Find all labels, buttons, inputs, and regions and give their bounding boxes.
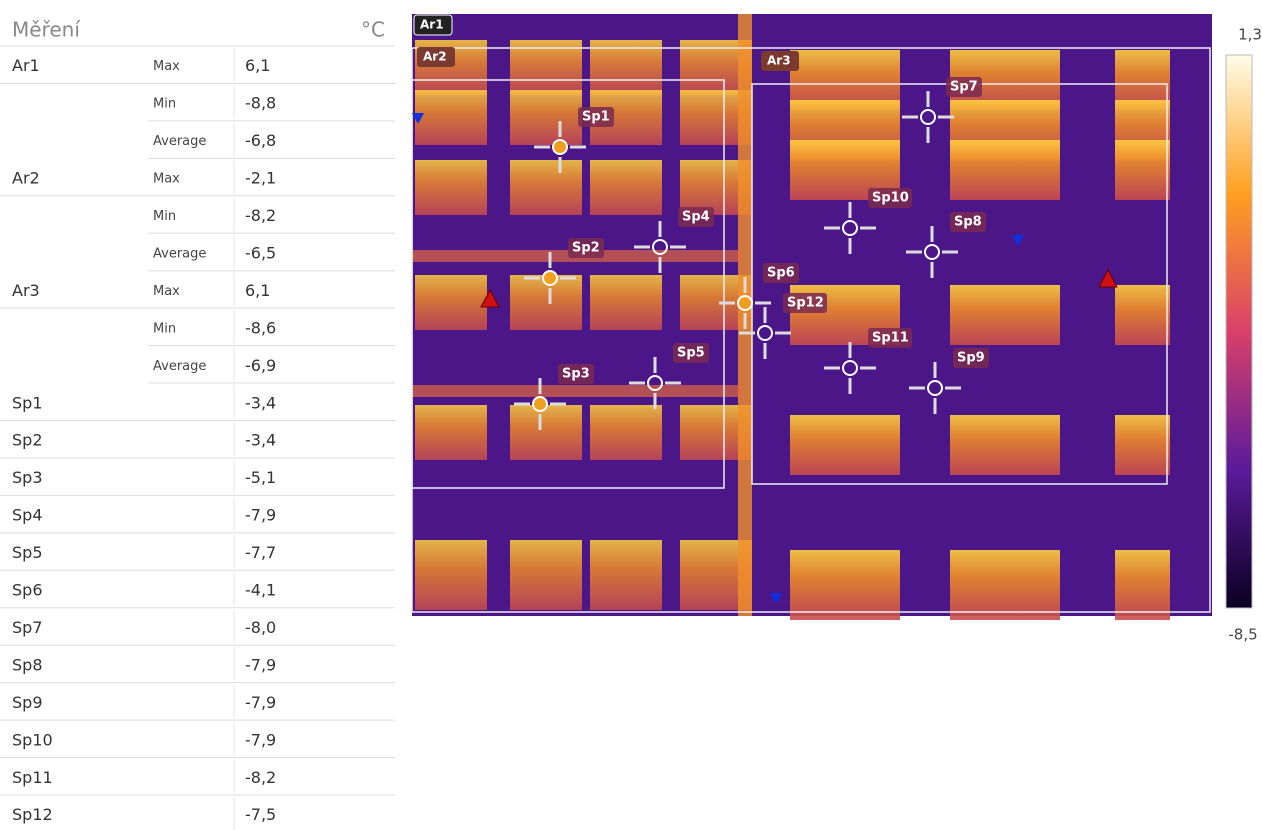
window (1115, 415, 1170, 475)
spot-label: Sp10 (872, 191, 909, 206)
spot-label: Sp7 (950, 80, 978, 95)
row-stat: Min (153, 321, 176, 336)
window (590, 275, 662, 330)
screen: Měření °C Ar1 Max 6,1 Min -8,8 Average -6,8 Ar2… (0, 0, 1262, 830)
row-label: Sp11 (12, 768, 53, 787)
row-value: -8,2 (245, 206, 276, 225)
window (510, 540, 582, 610)
spot-label: Sp1 (582, 110, 610, 125)
window (1115, 140, 1170, 200)
hot-strip (412, 385, 742, 397)
window (590, 160, 662, 215)
window (950, 550, 1060, 620)
row-label: Ar3 (12, 281, 40, 300)
row-label: Sp8 (12, 655, 43, 674)
window (590, 405, 662, 460)
window (1115, 550, 1170, 620)
window (950, 285, 1060, 345)
window (1115, 285, 1170, 345)
spot-label: Sp9 (957, 351, 985, 366)
row-label: Sp1 (12, 393, 43, 412)
row-stat: Max (153, 284, 180, 299)
window (790, 415, 900, 475)
table: Ar1 Max 6,1 Min -8,8 Average -6,8 Ar2 Max -2,1 Min… (0, 46, 395, 830)
scale-max: 1,3 (1238, 26, 1262, 44)
row-value: -8,8 (245, 94, 276, 113)
window (415, 160, 487, 215)
window (950, 140, 1060, 200)
row-value: -6,5 (245, 243, 276, 262)
row-label: Ar2 (12, 169, 40, 188)
window (510, 160, 582, 215)
row-value: -7,9 (245, 655, 276, 674)
row-value: 6,1 (245, 56, 270, 75)
spot (533, 397, 547, 411)
window (790, 550, 900, 620)
row-label: Sp2 (12, 431, 43, 450)
window (415, 405, 487, 460)
row-label: Sp6 (12, 581, 43, 600)
spot-label: Sp2 (572, 241, 600, 256)
row-value: 6,1 (245, 281, 270, 300)
spot-label: Sp4 (682, 210, 710, 225)
row-value: -7,9 (245, 693, 276, 712)
spot-label: Sp6 (767, 266, 795, 281)
spot-label: Sp5 (677, 346, 705, 361)
row-label: Sp5 (12, 543, 43, 562)
row-stat: Average (153, 359, 206, 374)
window (415, 275, 487, 330)
row-value: -7,9 (245, 506, 276, 525)
spot (553, 140, 567, 154)
row-label: Sp7 (12, 618, 43, 637)
window (415, 540, 487, 610)
row-value: -4,1 (245, 581, 276, 600)
row-stat: Average (153, 246, 206, 261)
spot (543, 271, 557, 285)
row-value: -5,1 (245, 468, 276, 487)
row-label: Sp3 (12, 468, 43, 487)
row-value: -7,5 (245, 805, 276, 824)
window (590, 540, 662, 610)
row-label: Sp10 (12, 730, 53, 749)
area-label: Ar1 (420, 18, 444, 32)
row-stat: Min (153, 97, 176, 112)
row-stat: Max (153, 59, 180, 74)
spot-label: Sp8 (954, 215, 982, 230)
row-stat: Average (153, 134, 206, 149)
row-value: -6,8 (245, 131, 276, 150)
window (950, 415, 1060, 475)
row-value: -3,4 (245, 431, 276, 450)
spot-label: Sp3 (562, 367, 590, 382)
window (415, 90, 487, 145)
row-value: -6,9 (245, 356, 276, 375)
area-label: Ar3 (767, 54, 791, 68)
row-label: Sp9 (12, 693, 43, 712)
row-value: -3,4 (245, 393, 276, 412)
scale-min: -8,5 (1228, 626, 1257, 644)
row-value: -2,1 (245, 169, 276, 188)
spot-label: Sp11 (872, 331, 909, 346)
thermal-image: Ar1 Ar2 Ar3 Sp1 Sp2 Sp3 Sp4 Sp5 Sp6 Sp7 Sp8 Sp9 Sp10… (412, 14, 1212, 620)
row-value: -8,2 (245, 768, 276, 787)
row-value: -7,7 (245, 543, 276, 562)
app: Měření °C Ar1 Max 6,1 Min -8,8 Average -6,8 Ar2… (0, 0, 1262, 830)
row-stat: Max (153, 172, 180, 187)
row-value: -8,0 (245, 618, 276, 637)
spot (738, 296, 752, 310)
row-value: -7,9 (245, 730, 276, 749)
row-stat: Min (153, 209, 176, 224)
row-label: Sp12 (12, 805, 53, 824)
unit: °C (361, 18, 385, 42)
spot-label: Sp12 (787, 296, 824, 311)
window (510, 405, 582, 460)
area-label: Ar2 (423, 50, 447, 64)
window (510, 90, 582, 145)
row-label: Ar1 (12, 56, 40, 75)
panel-title: Měření (12, 18, 81, 42)
color-scale (1226, 55, 1252, 608)
row-value: -8,6 (245, 318, 276, 337)
row-label: Sp4 (12, 506, 43, 525)
